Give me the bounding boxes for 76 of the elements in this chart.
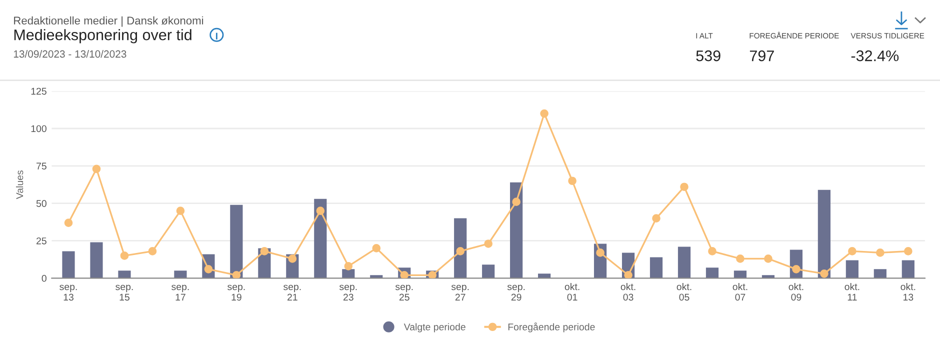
point bbox=[92, 164, 101, 174]
x-tick-label: okt. 03 bbox=[620, 283, 636, 301]
point bbox=[64, 218, 73, 227]
point bbox=[316, 206, 325, 215]
point bbox=[568, 176, 576, 186]
text: Redaktionelle medier | Dansk økonomi bbox=[14, 16, 204, 27]
bar bbox=[482, 264, 495, 278]
bar bbox=[90, 242, 103, 278]
x-tick-label: sep. 23 bbox=[339, 284, 357, 301]
point bbox=[848, 247, 856, 256]
bar bbox=[706, 268, 719, 278]
text: 797 bbox=[750, 50, 774, 62]
legend-label: Foregående periode bbox=[508, 322, 595, 332]
x-tick-label: sep. 29 bbox=[507, 284, 525, 301]
point bbox=[176, 206, 185, 215]
point bbox=[708, 247, 716, 256]
chart-title: Medieeksponering over tid bbox=[14, 29, 192, 44]
bar bbox=[230, 204, 243, 278]
x-tick-label: sep. 13 bbox=[60, 284, 77, 301]
point bbox=[344, 262, 353, 270]
x-tick-label: okt. 09 bbox=[788, 283, 804, 301]
point bbox=[484, 240, 492, 248]
bar bbox=[734, 270, 747, 278]
x-tick-label: okt. 01 bbox=[564, 283, 580, 301]
point bbox=[232, 270, 241, 278]
x-tick-label: sep. 25 bbox=[395, 284, 413, 301]
point bbox=[540, 109, 548, 118]
bar bbox=[314, 198, 327, 278]
bar bbox=[174, 270, 187, 278]
y-tick-label: 125 bbox=[31, 88, 46, 95]
point bbox=[456, 247, 465, 256]
point bbox=[764, 254, 772, 263]
x-tick-label: sep. 17 bbox=[172, 284, 189, 301]
point bbox=[904, 247, 912, 256]
y-tick-label: 75 bbox=[36, 162, 46, 170]
bar bbox=[902, 260, 914, 278]
y-tick-label: 0 bbox=[42, 274, 46, 282]
x-tick-label: sep. 19 bbox=[228, 284, 245, 301]
x-tick-label: sep. 27 bbox=[451, 284, 469, 301]
point bbox=[512, 198, 520, 206]
bar bbox=[454, 218, 467, 278]
point bbox=[652, 214, 660, 222]
point bbox=[260, 247, 269, 256]
y-tick-label: 100 bbox=[31, 125, 46, 132]
point bbox=[680, 182, 688, 192]
chart-subtitle: 13/09/2023 - 13/10/2023 bbox=[14, 50, 126, 58]
x-tick-label: okt. 11 bbox=[844, 283, 860, 301]
y-axis-title: Values bbox=[16, 170, 24, 200]
bar bbox=[818, 190, 830, 278]
x-tick-label: okt. 07 bbox=[732, 283, 748, 301]
point bbox=[148, 247, 157, 256]
point bbox=[792, 265, 800, 274]
x-tick-label: okt. 05 bbox=[676, 283, 692, 301]
point bbox=[288, 254, 297, 263]
bar bbox=[510, 182, 523, 278]
point bbox=[876, 248, 884, 257]
bar bbox=[678, 246, 691, 278]
point bbox=[372, 244, 381, 252]
y-tick-label: 50 bbox=[36, 200, 46, 207]
bar bbox=[62, 251, 75, 278]
text: -32.4% bbox=[851, 50, 899, 62]
point bbox=[624, 270, 632, 278]
bar bbox=[846, 260, 858, 278]
y-tick-label: 25 bbox=[36, 237, 46, 244]
point bbox=[736, 254, 744, 263]
x-tick-label: okt. 13 bbox=[900, 283, 916, 301]
point bbox=[120, 252, 129, 260]
x-tick-label: sep. 15 bbox=[116, 284, 133, 301]
point bbox=[820, 269, 828, 278]
point bbox=[596, 248, 604, 257]
bar bbox=[874, 269, 886, 278]
bar bbox=[118, 270, 131, 278]
legend-label: Valgte periode bbox=[404, 323, 466, 332]
text: 539 bbox=[696, 50, 720, 62]
x-tick-label: sep. 21 bbox=[283, 284, 301, 301]
bar bbox=[650, 257, 663, 278]
